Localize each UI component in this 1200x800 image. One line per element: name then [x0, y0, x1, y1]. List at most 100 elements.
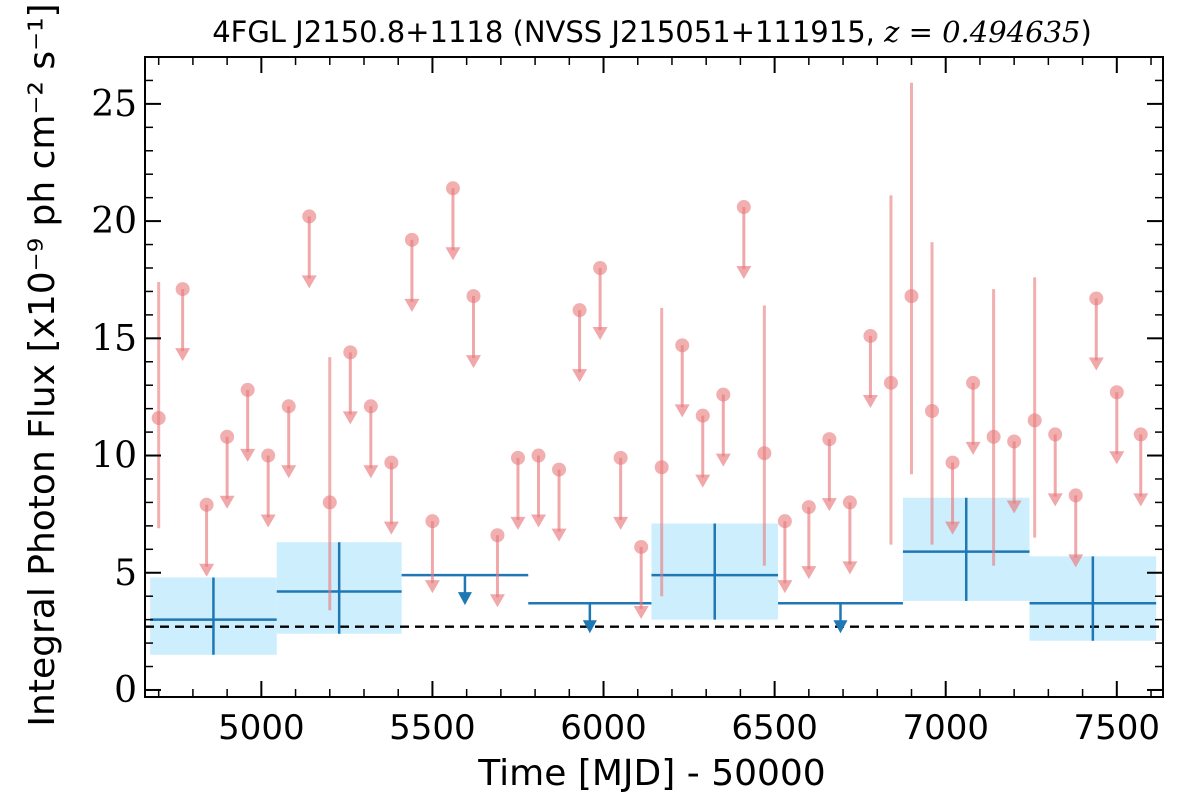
point-marker: [736, 200, 751, 215]
point-42: [1027, 277, 1042, 538]
point-marker: [572, 303, 587, 318]
point-marker: [151, 411, 166, 426]
point-limit-arrow: [260, 514, 276, 528]
point-marker: [613, 450, 628, 465]
point-limit-arrow: [424, 580, 440, 594]
point-marker: [343, 345, 358, 360]
point-marker: [490, 528, 505, 543]
point-3: [219, 429, 235, 509]
point-marker: [281, 399, 296, 414]
point-limit-arrow: [862, 394, 878, 408]
x-tick-label: 5500: [389, 708, 476, 748]
bin-4: [651, 523, 779, 620]
point-marker: [404, 232, 419, 247]
point-marker: [384, 455, 399, 470]
point-marker: [363, 399, 378, 414]
chart-title-redshift: z = 0.494635: [883, 15, 1080, 49]
point-limit-arrow: [240, 448, 256, 462]
point-29: [757, 305, 772, 566]
point-limit-arrow: [404, 298, 420, 312]
point-marker: [1089, 291, 1104, 306]
point-limit-arrow: [531, 514, 547, 528]
bin-limit-arrow: [833, 620, 848, 634]
point-39: [965, 375, 981, 455]
point-limit-arrow: [199, 563, 215, 577]
y-tick-label: 10: [91, 436, 137, 477]
point-20: [572, 303, 588, 383]
chart-title-main: 4FGL J2150.8+1118 (NVSS J215051+111915,: [212, 15, 884, 49]
point-marker: [654, 460, 669, 475]
point-limit-arrow: [363, 465, 379, 479]
point-limit-arrow: [842, 561, 858, 575]
point-13: [424, 514, 440, 594]
point-37: [925, 242, 940, 545]
point-limit-arrow: [715, 453, 731, 467]
point-limit-arrow: [965, 441, 981, 455]
point-marker: [445, 181, 460, 196]
bin-limit-arrow: [457, 592, 472, 606]
y-tick-label: 20: [91, 201, 137, 242]
point-limit-arrow: [695, 474, 711, 488]
point-9: [342, 345, 358, 425]
point-marker: [695, 408, 710, 423]
point-marker: [425, 514, 440, 529]
point-marker: [1068, 488, 1083, 503]
point-marker: [466, 289, 481, 304]
bin-limit-arrow: [582, 620, 597, 634]
point-6: [281, 399, 297, 479]
point-marker: [220, 429, 235, 444]
point-limit-arrow: [1109, 451, 1125, 465]
point-marker: [552, 462, 567, 477]
point-4: [240, 382, 256, 462]
point-marker: [634, 539, 649, 554]
point-marker: [1133, 427, 1148, 442]
point-18: [531, 448, 547, 528]
point-marker: [757, 446, 772, 461]
point-38: [945, 455, 961, 535]
x-tick-label: 7000: [902, 708, 989, 748]
point-23: [633, 539, 649, 619]
point-limit-arrow: [510, 516, 526, 530]
bin-6: [902, 497, 1030, 601]
point-8: [322, 357, 337, 611]
point-7: [301, 209, 317, 289]
point-limit-arrow: [1047, 493, 1063, 507]
bin-series: [150, 497, 1157, 655]
y-tick-label: 25: [91, 84, 137, 125]
point-limit-arrow: [613, 516, 629, 530]
point-22: [613, 450, 629, 530]
point-marker: [801, 500, 816, 515]
point-limit-arrow: [551, 528, 567, 542]
point-marker: [593, 260, 608, 275]
point-limit-arrow: [777, 580, 793, 594]
point-limit-arrow: [1133, 493, 1149, 507]
point-marker: [302, 209, 317, 224]
point-marker: [1027, 413, 1042, 428]
point-36: [904, 82, 919, 475]
x-axis-label: Time [MJD] - 50000: [477, 753, 825, 794]
point-limit-arrow: [219, 495, 235, 509]
point-marker: [175, 282, 190, 297]
point-19: [551, 462, 567, 542]
point-1: [175, 282, 191, 362]
point-43: [1047, 427, 1063, 507]
point-24: [654, 307, 669, 597]
point-marker: [675, 338, 690, 353]
point-marker: [966, 375, 981, 390]
y-axis-label: Integral Photon Flux [x10⁻⁹ ph cm⁻² s⁻¹]: [22, 3, 63, 726]
point-46: [1109, 385, 1125, 465]
point-27: [715, 387, 731, 467]
point-28: [736, 200, 752, 280]
y-tick-label: 15: [91, 318, 137, 359]
point-limit-arrow: [1088, 357, 1104, 371]
point-marker: [510, 450, 525, 465]
chart-title-close: ): [1080, 15, 1091, 49]
point-marker: [1048, 427, 1063, 442]
point-32: [821, 432, 837, 512]
point-limit-arrow: [736, 266, 752, 280]
point-marker: [842, 495, 857, 510]
point-marker: [322, 495, 337, 510]
chart-title: 4FGL J2150.8+1118 (NVSS J215051+111915, …: [212, 15, 1092, 49]
point-45: [1088, 291, 1104, 371]
